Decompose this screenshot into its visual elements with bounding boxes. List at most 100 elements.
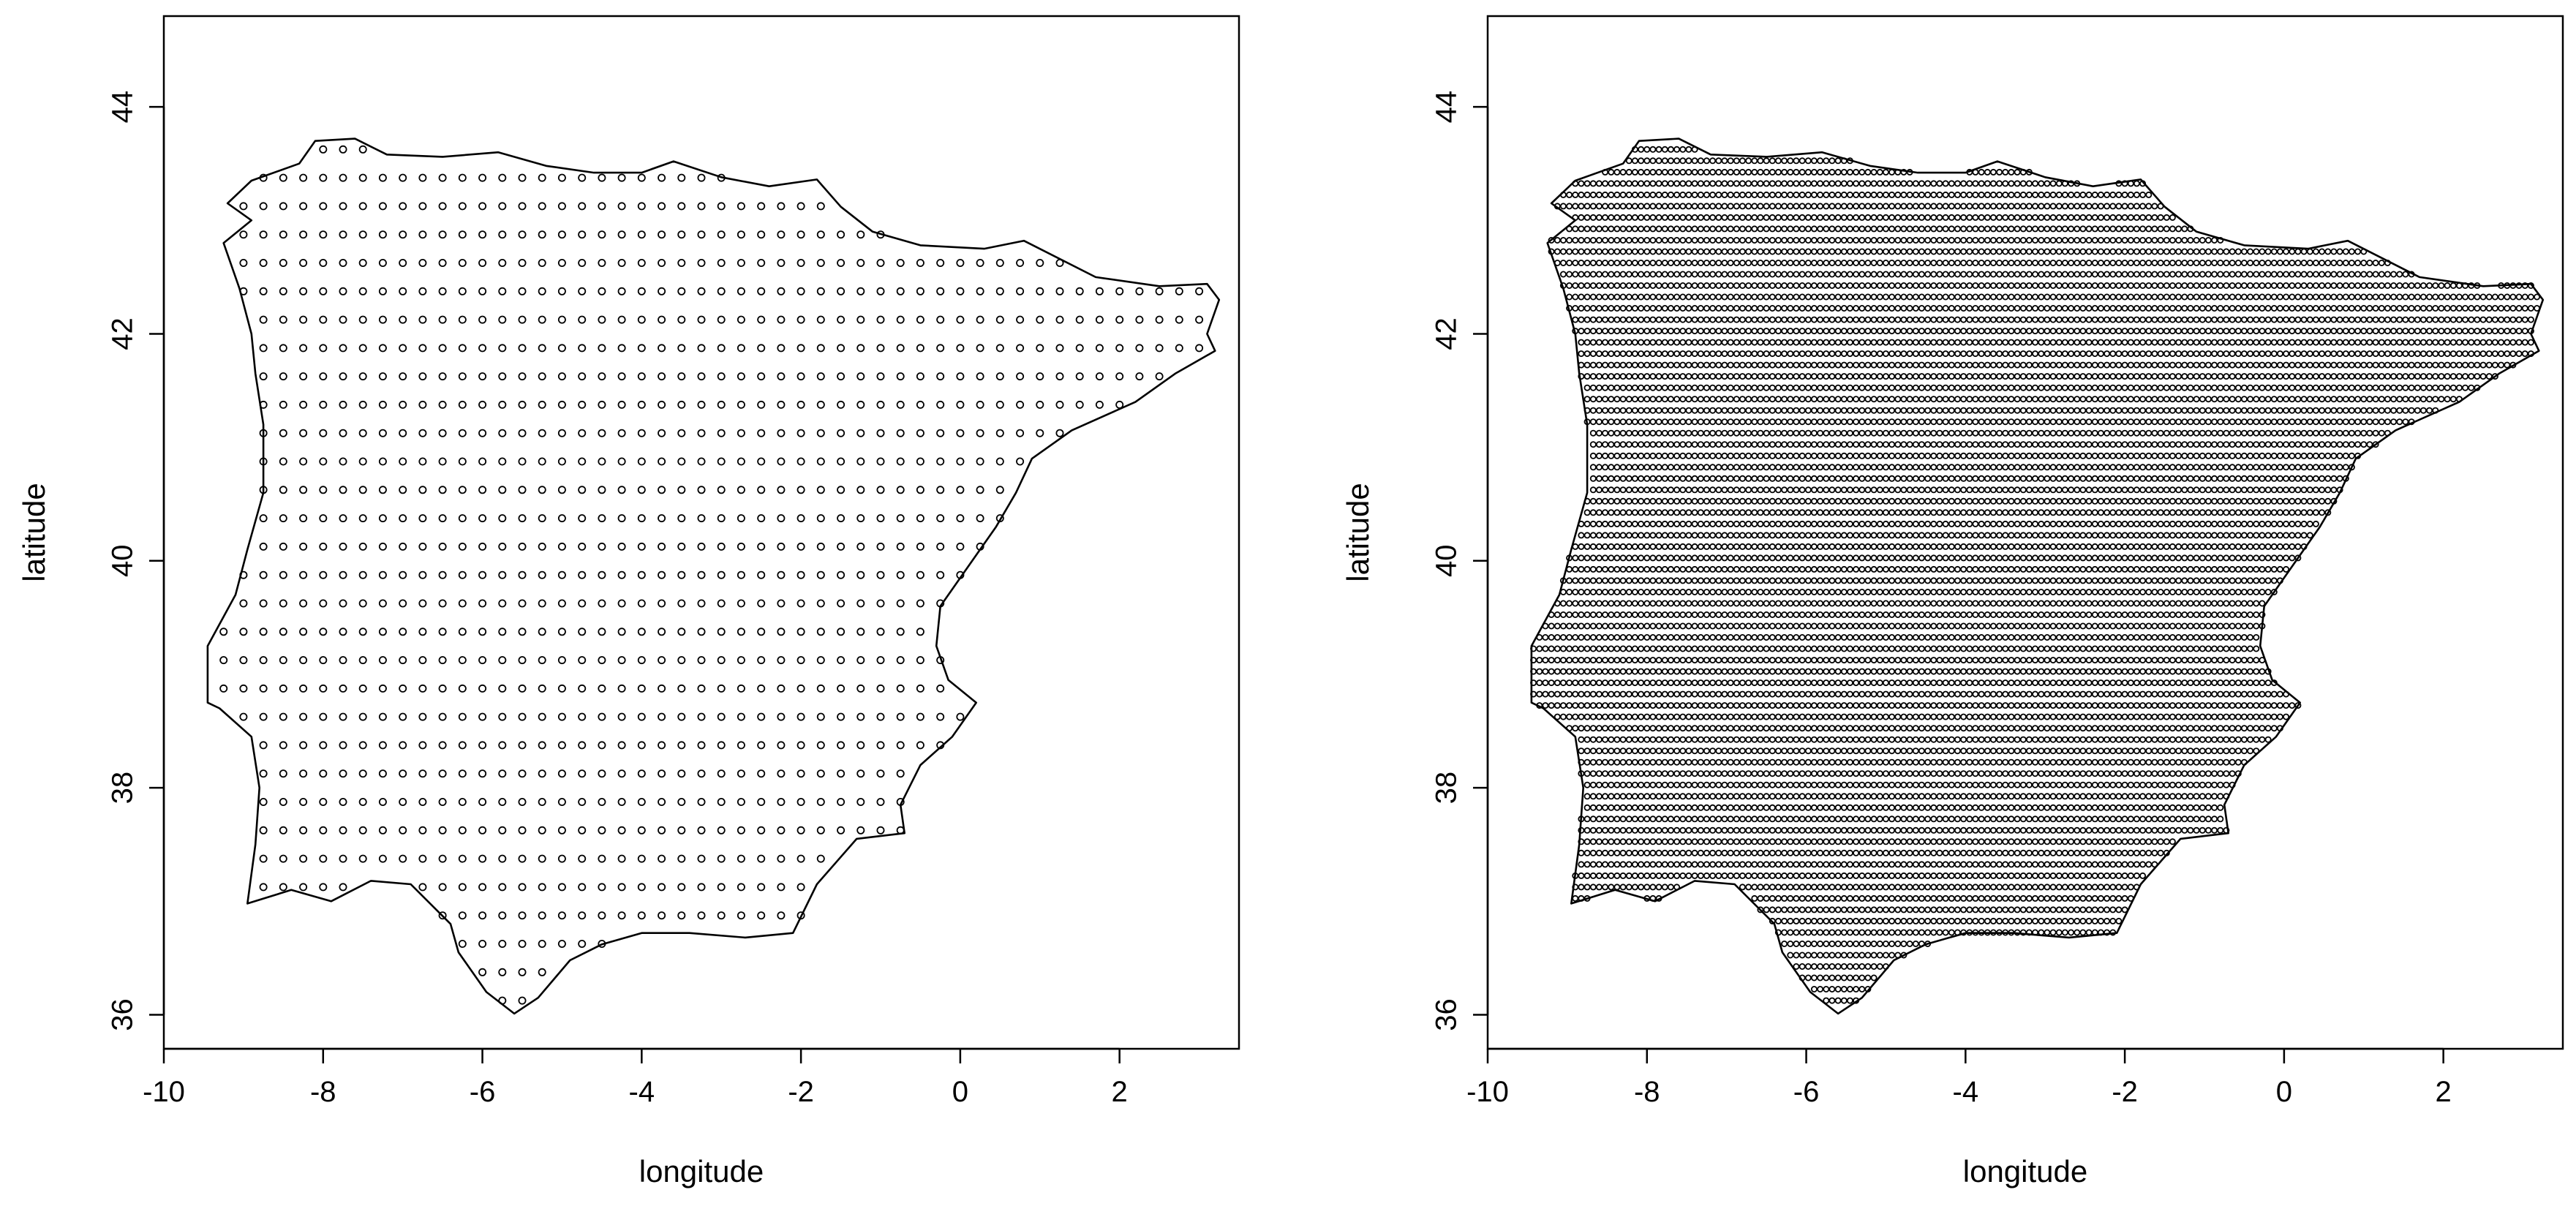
grid-point (478, 486, 487, 494)
grid-point (1625, 634, 1632, 641)
grid-point (2157, 736, 2164, 743)
grid-point (1823, 815, 1830, 823)
grid-point (796, 287, 805, 295)
grid-point (1638, 543, 1645, 550)
grid-point (1804, 747, 1812, 755)
grid-point (1721, 600, 1728, 607)
grid-point (259, 854, 268, 863)
grid-point (2133, 725, 2140, 732)
grid-point (637, 457, 646, 466)
grid-point (1619, 657, 1627, 664)
grid-point (2204, 645, 2212, 652)
grid-point (837, 400, 846, 409)
grid-point (1589, 543, 1597, 550)
grid-point (1774, 770, 1782, 777)
grid-point (2085, 906, 2093, 913)
grid-point (2079, 781, 2087, 788)
grid-point (1804, 974, 1812, 981)
grid-point (2079, 702, 2087, 709)
grid-point (1930, 883, 1937, 891)
grid-point (1733, 690, 1740, 698)
grid-point (2068, 906, 2075, 913)
grid-point (1799, 645, 1806, 652)
grid-point (1846, 894, 1853, 902)
grid-point (2163, 725, 2170, 732)
grid-point (697, 684, 706, 693)
grid-point (1703, 713, 1710, 720)
grid-point (239, 656, 248, 665)
grid-point (1721, 793, 1728, 800)
grid-point (617, 429, 626, 437)
grid-point (796, 628, 805, 636)
grid-point (1882, 952, 1889, 959)
grid-point (1721, 532, 1728, 539)
grid-point (2055, 872, 2063, 879)
grid-point (2055, 770, 2063, 777)
grid-point (1763, 554, 1770, 562)
grid-point (2169, 622, 2176, 630)
grid-point (2068, 872, 2075, 879)
grid-point (1155, 344, 1164, 353)
grid-point (2019, 713, 2027, 720)
grid-point (378, 628, 387, 636)
grid-point (2068, 611, 2075, 619)
grid-point (1984, 645, 1991, 652)
grid-point (2115, 713, 2123, 720)
grid-point (1853, 565, 1860, 573)
grid-point (1918, 577, 1925, 584)
grid-point (2014, 554, 2021, 562)
grid-point (1661, 577, 1668, 584)
grid-point (279, 656, 287, 665)
grid-point (1739, 589, 1746, 596)
grid-point (1882, 793, 1889, 800)
grid-point (1572, 657, 1579, 664)
grid-point (1823, 838, 1830, 845)
grid-point (1846, 690, 1853, 698)
grid-point (1799, 589, 1806, 596)
grid-point (1745, 747, 1752, 755)
grid-point (1823, 781, 1830, 788)
grid-point (2044, 657, 2051, 664)
grid-point (1840, 634, 1848, 641)
grid-point (478, 542, 487, 551)
grid-point (1817, 725, 1824, 732)
grid-point (2032, 668, 2039, 675)
grid-point (2163, 577, 2170, 584)
grid-point (1115, 344, 1124, 353)
grid-point (1602, 883, 1609, 891)
grid-point (1912, 894, 1919, 902)
grid-point (2002, 577, 2009, 584)
grid-point (2223, 634, 2230, 641)
grid-point (1799, 861, 1806, 868)
grid-point (637, 826, 646, 834)
grid-point (1602, 713, 1609, 720)
grid-point (1643, 577, 1651, 584)
grid-point (1817, 679, 1824, 687)
grid-point (1804, 600, 1812, 607)
grid-point (2002, 702, 2009, 709)
grid-point (2157, 690, 2164, 698)
grid-point (677, 854, 686, 863)
grid-point (2014, 826, 2021, 834)
grid-point (717, 628, 726, 636)
grid-point (1703, 634, 1710, 641)
grid-point (518, 400, 527, 409)
grid-point (2008, 747, 2015, 755)
grid-point (1036, 372, 1044, 381)
grid-point (697, 514, 706, 523)
grid-point (1055, 315, 1064, 324)
grid-point (1685, 611, 1692, 619)
grid-point (1853, 679, 1860, 687)
grid-point (1793, 770, 1800, 777)
grid-point (856, 429, 865, 437)
grid-point (1595, 815, 1603, 823)
grid-point (2008, 736, 2015, 743)
grid-point (2217, 543, 2224, 550)
grid-point (2204, 622, 2212, 630)
grid-point (658, 258, 666, 267)
grid-point (2211, 622, 2218, 630)
grid-point (1900, 838, 1907, 845)
grid-point (1823, 690, 1830, 698)
grid-point (2121, 600, 2128, 607)
grid-point (2163, 634, 2170, 641)
